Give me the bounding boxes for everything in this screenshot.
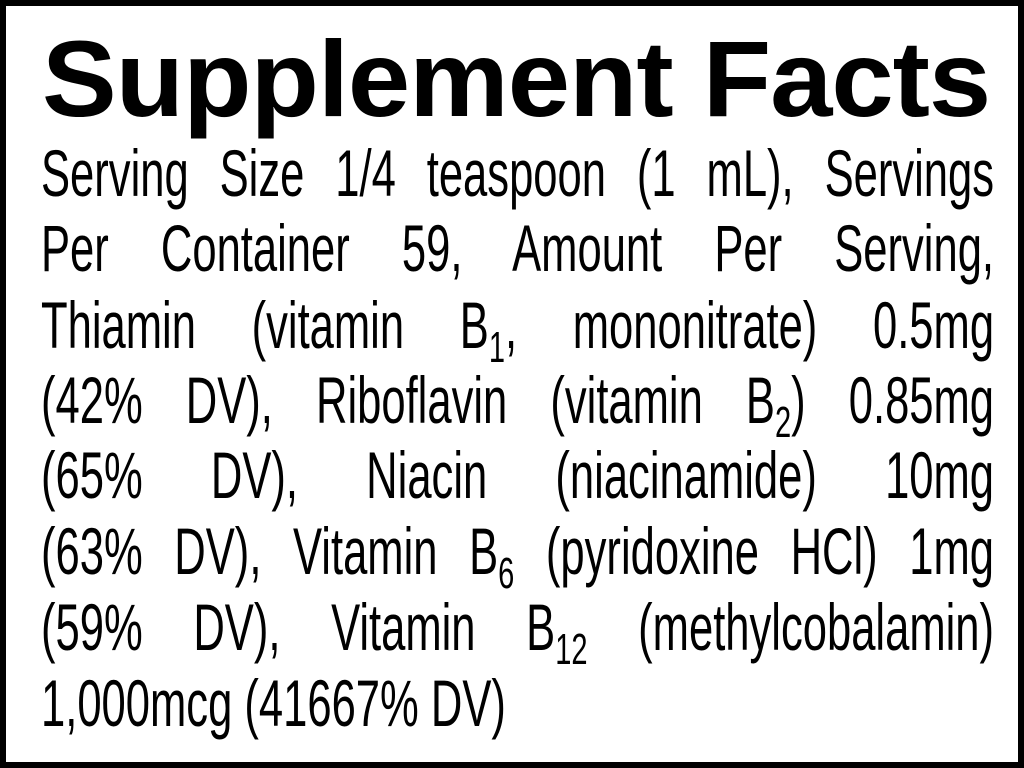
text-segment: 1,000mcg (41667% DV) (41, 666, 506, 740)
panel-title: Supplement Facts (42, 18, 991, 139)
text-segment: (42% DV), Riboflavin (vitamin B (41, 363, 775, 437)
subscript: 6 (498, 549, 515, 598)
text-segment: (65% DV), Niacin (niacinamide) 10mg (41, 438, 995, 512)
text-segment: (63% DV), Vitamin B (41, 514, 499, 588)
facts-line: Serving Size 1/4 teaspoon (1 mL), Servin… (41, 136, 994, 211)
subscript: 1 (488, 323, 505, 372)
facts-line: Thiamin (vitamin B1, mononitrate) 0.5mg (41, 288, 995, 372)
subscript: 12 (555, 625, 588, 674)
text-segment: (methylcobalamin) (587, 590, 995, 664)
facts-line: (65% DV), Niacin (niacinamide) 10mg (41, 438, 994, 513)
facts-line: (42% DV), Riboflavin (vitamin B2) 0.85mg (41, 363, 995, 447)
facts-line: (59% DV), Vitamin B12 (methylcobalamin) (41, 590, 995, 674)
text-segment: Thiamin (vitamin B (41, 288, 489, 362)
text-segment: ) 0.85mg (791, 363, 995, 437)
facts-line: (63% DV), Vitamin B6 (pyridoxine HCl) 1m… (41, 514, 995, 598)
text-segment: Per Container 59, Amount Per Serving, (41, 211, 995, 285)
text-segment: Serving Size 1/4 teaspoon (1 mL), Servin… (41, 136, 995, 210)
text-segment: , mononitrate) 0.5mg (504, 288, 995, 362)
subscript: 2 (774, 398, 792, 447)
facts-line: Per Container 59, Amount Per Serving, (41, 211, 994, 286)
facts-line: 1,000mcg (41667% DV) (41, 666, 994, 741)
text-segment: (pyridoxine HCl) 1mg (514, 514, 995, 588)
text-segment: (59% DV), Vitamin B (41, 590, 556, 664)
